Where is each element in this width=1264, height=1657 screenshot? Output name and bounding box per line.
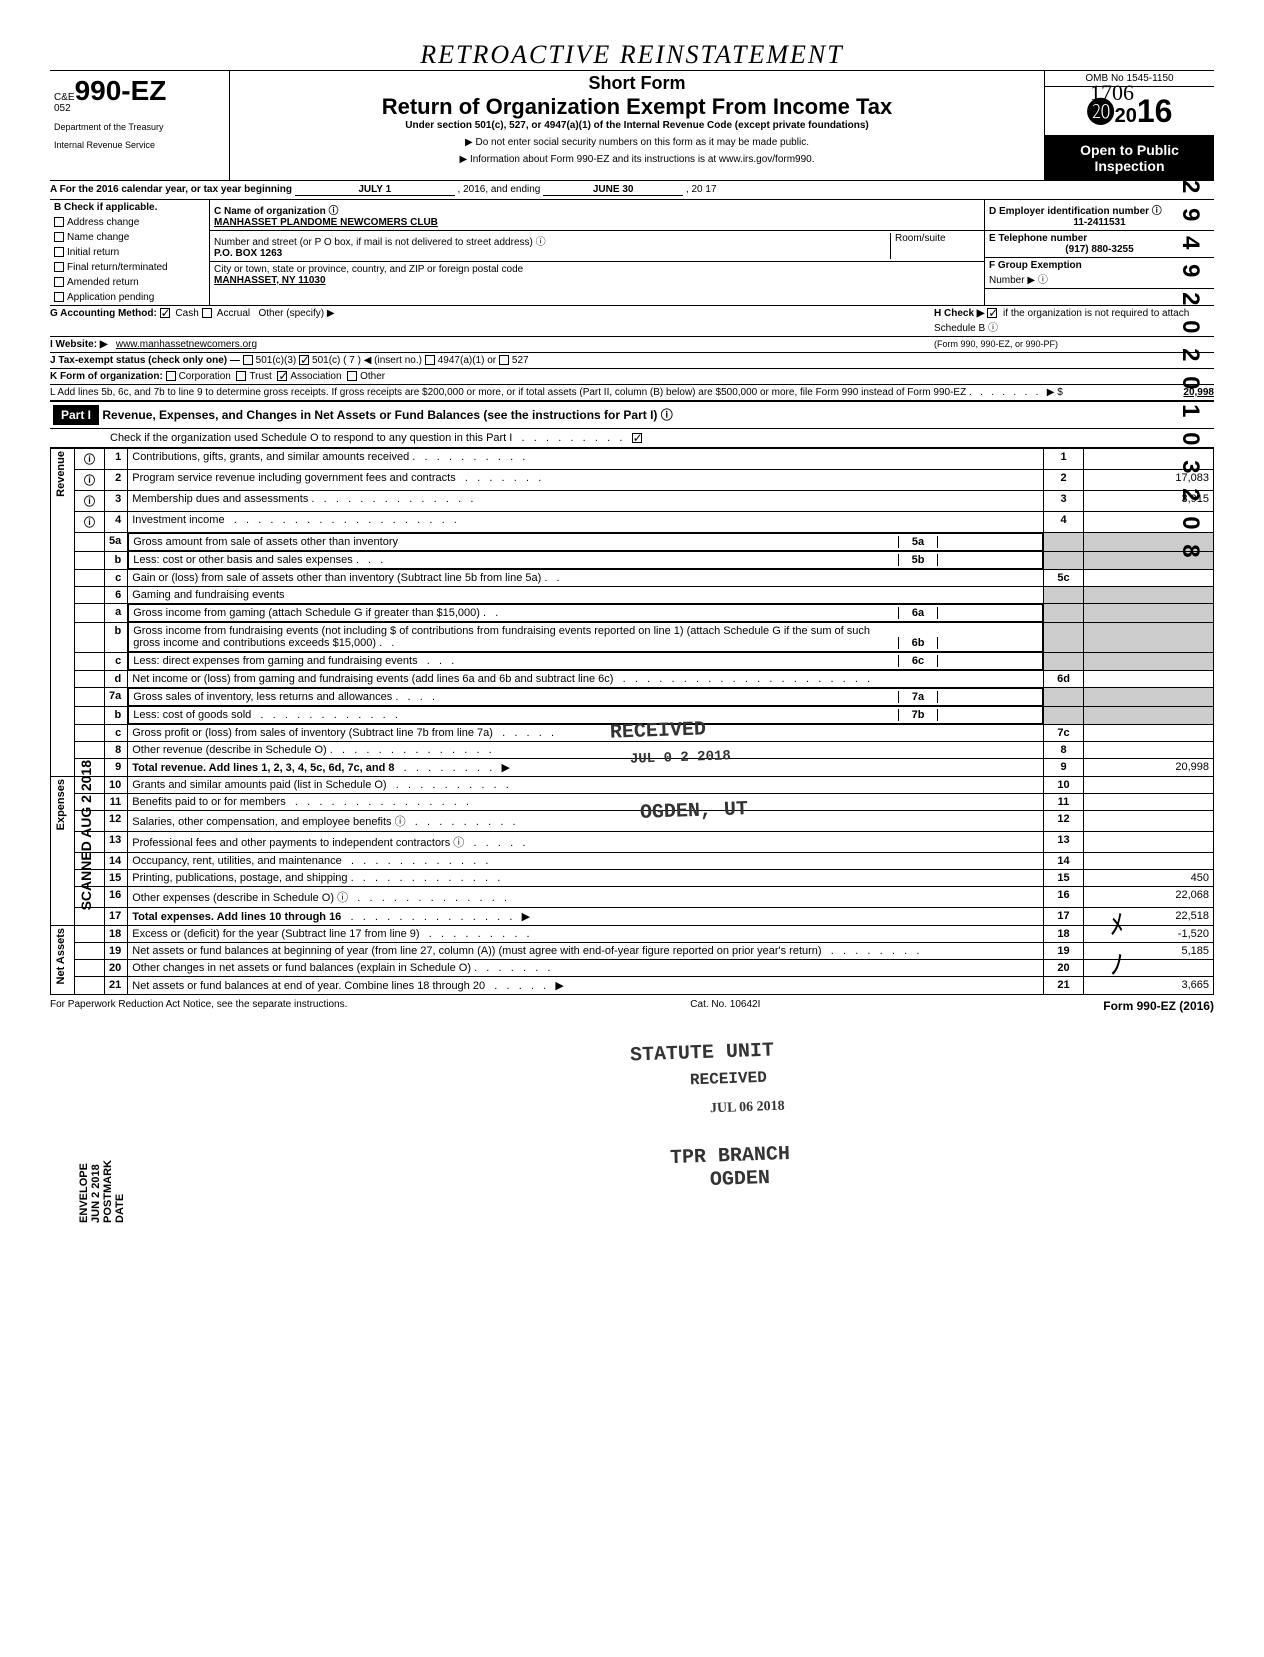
chk-trust[interactable] [236,371,246,381]
chk-other-org[interactable] [347,371,357,381]
label-revenue: Revenue [55,451,67,497]
dept-irs: Internal Revenue Service [54,140,225,150]
handwritten-header: RETROACTIVE REINSTATEMENT [50,40,1214,70]
row-i: I Website: ▶ www.manhassetnewcomers.org … [50,337,1214,353]
chk-schedule-b[interactable] [987,308,997,318]
chk-initial-return[interactable] [54,247,64,257]
stamp-received-2: RECEIVED [690,1069,767,1090]
row-j: J Tax-exempt status (check only one) — 5… [50,353,1214,369]
initial-mark: ﾒﾉ [1110,903,1124,983]
stamp-tpr-branch: TPR BRANCH [670,1143,791,1170]
revenue-table: Revenue ⓘ1 Contributions, gifts, grants,… [50,448,1214,995]
row-k: K Form of organization: Corporation Trus… [50,369,1214,385]
form-title-short: Short Form [238,73,1036,94]
margin-number: 2 9 4 9 2 0 2 0 1 0 3 2 0 8 [1176,180,1204,562]
chk-pending[interactable] [54,292,64,302]
chk-name-change[interactable] [54,232,64,242]
label-net-assets: Net Assets [55,928,67,984]
chk-final-return[interactable] [54,262,64,272]
stamp-ogden-2: OGDEN [710,1167,771,1192]
row-l: L Add lines 5b, 6c, and 7b to line 9 to … [50,385,1214,401]
stamp-scanned: SCANNED AUG 2 2018 [78,760,94,910]
form-prefix: C&E052 [54,92,75,114]
chk-501c3[interactable] [243,355,253,365]
chk-cash[interactable] [160,308,170,318]
page-footer: For Paperwork Reduction Act Notice, see … [50,995,1214,1013]
row-g: G Accounting Method: Cash Accrual Other … [50,306,1214,337]
dept-treasury: Department of the Treasury [54,122,225,132]
info-grid: B Check if applicable. Address change Na… [50,200,1214,306]
part-1-check: Check if the organization used Schedule … [50,429,1214,448]
chk-501c[interactable] [299,355,309,365]
form-note-ssn: ▶ Do not enter social security numbers o… [238,137,1036,148]
chk-address-change[interactable] [54,217,64,227]
form-subtitle: Under section 501(c), 527, or 4947(a)(1)… [238,120,1036,131]
chk-amended[interactable] [54,277,64,287]
open-to-public: Open to Public Inspection [1045,136,1214,180]
stamp-envelope: ENVELOPE JUN 2 2018POSTMARK DATE [78,1160,126,1223]
form-title-main: Return of Organization Exempt From Incom… [238,94,1036,120]
chk-4947[interactable] [425,355,435,365]
stamp-statute-unit: STATUTE UNIT [630,1039,775,1067]
chk-527[interactable] [499,355,509,365]
form-number: 990-EZ [75,75,167,107]
label-expenses: Expenses [55,779,67,830]
top-number: 1706 [1090,80,1134,106]
row-a-calendar: A For the 2016 calendar year, or tax yea… [50,181,1214,200]
chk-corp[interactable] [166,371,176,381]
stamp-date-2: JUL 06 2018 [710,1099,785,1118]
part-1-header: Part I Revenue, Expenses, and Changes in… [50,401,1214,429]
chk-accrual[interactable] [202,308,212,318]
form-header: C&E052 990-EZ Department of the Treasury… [50,70,1214,181]
chk-assoc[interactable] [277,371,287,381]
chk-schedule-o[interactable] [632,433,642,443]
form-note-info: ▶ Information about Form 990-EZ and its … [238,154,1036,165]
